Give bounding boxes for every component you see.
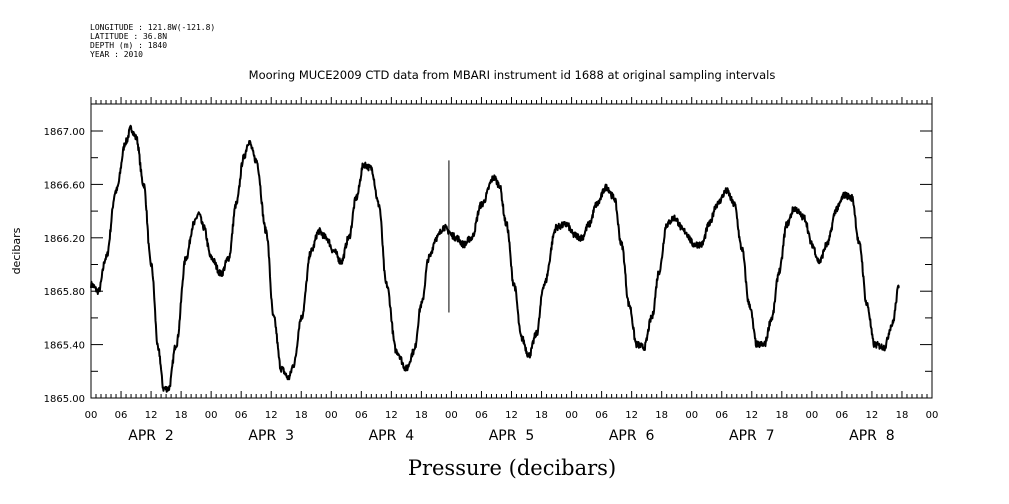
day-label: APR 3 [248,428,294,444]
x-tick-label: 12 [265,410,278,421]
x-tick-label: 06 [115,410,128,421]
day-label: APR 6 [609,428,655,444]
x-tick-label: 18 [175,410,188,421]
x-tick-label: 00 [685,410,698,421]
day-label: APR 4 [369,428,415,444]
series-layer [90,124,900,393]
x-tick-label: 00 [205,410,218,421]
day-label: APR 2 [128,428,174,444]
year-label: YEAR : 2010 [90,50,143,59]
depth-label: DEPTH (m) : 1840 [90,41,167,50]
x-tick-label: 12 [745,410,758,421]
y-tick-label: 1867.00 [44,127,85,138]
x-tick-label: 00 [805,410,818,421]
x-tick-label: 12 [866,410,879,421]
x-tick-label: 00 [85,410,98,421]
y-axis: 1865.00 1865.40 1865.80 1866.20 1866.60 1867.… [44,127,932,405]
x-tick-label: 12 [145,410,158,421]
series-line [90,124,900,393]
x-axis-label: Pressure (decibars) [408,456,616,480]
y-axis-label: decibars [10,227,23,274]
x-tick-label: 12 [505,410,518,421]
x-tick-label: 06 [715,410,728,421]
x-tick-label: 00 [325,410,338,421]
x-tick-label: 06 [475,410,488,421]
x-tick-label: 18 [535,410,548,421]
x-tick-label: 00 [565,410,578,421]
y-tick-label: 1865.00 [44,394,85,405]
day-label: APR 5 [489,428,535,444]
x-tick-label: 06 [836,410,849,421]
day-label: APR 7 [729,428,775,444]
x-tick-label: 06 [235,410,248,421]
x-tick-label: 18 [415,410,428,421]
x-tick-label: 18 [775,410,788,421]
latitude-label: LATITUDE : 36.8N [90,32,167,41]
day-label: APR 8 [849,428,895,444]
y-tick-label: 1866.20 [44,234,85,245]
y-tick-label: 1866.60 [44,180,85,191]
x-tick-label: 12 [625,410,638,421]
x-tick-label: 06 [595,410,608,421]
x-axis: 00 06 12 18 00 06 12 18 00 06 12 18 00 06 12 18 00 06 12 18… [85,97,939,444]
y-tick-label: 1865.80 [44,287,85,298]
chart-title: Mooring MUCE2009 CTD data from MBARI ins… [249,68,776,82]
x-tick-label: 12 [385,410,398,421]
x-tick-label: 18 [655,410,668,421]
x-tick-label: 00 [926,410,939,421]
x-tick-label: 18 [896,410,909,421]
plot-frame [90,103,933,399]
x-tick-label: 06 [355,410,368,421]
x-tick-label: 18 [295,410,308,421]
longitude-label: LONGITUDE : 121.8W(-121.8) [90,23,215,32]
y-tick-label: 1865.40 [44,341,85,352]
x-tick-label: 00 [445,410,458,421]
